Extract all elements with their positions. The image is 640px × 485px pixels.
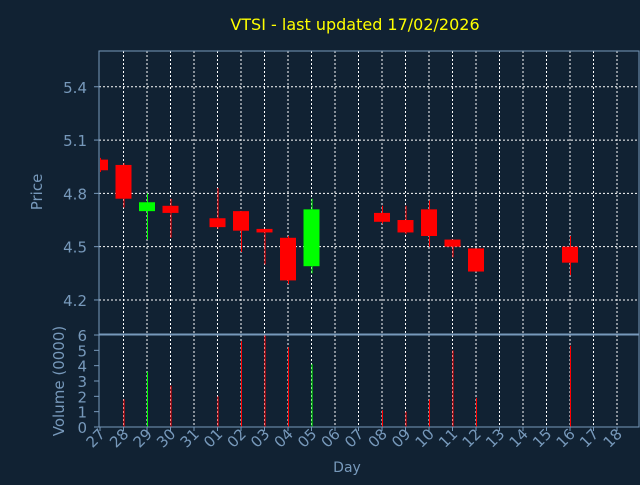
x-tick-label: 03 <box>247 425 273 451</box>
x-tick-label: 05 <box>294 425 320 451</box>
x-tick-label: 31 <box>177 425 203 451</box>
x-tick-label: 13 <box>482 425 508 451</box>
candle-down <box>374 212 390 222</box>
volume-bars <box>123 335 571 427</box>
x-tick-label: 09 <box>388 425 414 451</box>
candle-down <box>162 205 179 213</box>
x-tick-label: 18 <box>600 425 626 451</box>
x-tick-label: 04 <box>271 425 297 451</box>
volume-tick-label: 0 <box>77 419 87 437</box>
candle-down <box>100 159 108 171</box>
x-tick-label: 28 <box>106 425 132 451</box>
x-tick-label: 01 <box>200 425 226 451</box>
candle-down <box>209 218 226 228</box>
candle-down <box>562 246 578 263</box>
volume-tick-label: 3 <box>77 373 87 391</box>
x-tick-label: 10 <box>412 425 438 451</box>
volume-tick-label: 4 <box>77 358 87 376</box>
x-tick-label: 17 <box>576 425 602 451</box>
x-axis-label: Day <box>333 460 361 476</box>
volume-tick-label: 2 <box>77 388 87 406</box>
candle-down <box>115 164 132 199</box>
candle-down <box>256 228 273 233</box>
price-tick-label: 5.4 <box>63 79 87 97</box>
x-tick-label: 02 <box>224 425 250 451</box>
volume-tick-label: 5 <box>77 342 87 360</box>
candles <box>100 157 578 284</box>
x-tick-label: 11 <box>435 425 461 451</box>
price-tick-label: 5.1 <box>63 132 87 150</box>
candle-up <box>303 209 320 267</box>
price-tick-label: 4.2 <box>63 292 87 310</box>
x-axis: 2728293031010203040506070809101112131415… <box>83 425 626 451</box>
x-tick-label: 30 <box>153 425 179 451</box>
volume-grid <box>123 335 618 427</box>
x-tick-label: 06 <box>318 425 344 451</box>
price-tick-label: 4.5 <box>63 239 87 257</box>
volume-axis-label: Volume (0000) <box>50 326 68 436</box>
candle-down <box>421 209 437 237</box>
price-grid <box>99 51 639 334</box>
x-tick-label: 16 <box>553 425 579 451</box>
y-axis-label: Price <box>28 174 46 211</box>
chart-title: VTSI - last updated 17/02/2026 <box>230 15 479 34</box>
candle-down <box>444 239 461 247</box>
x-tick-label: 15 <box>529 425 555 451</box>
price-panel-frame <box>98 50 640 335</box>
price-tick-label: 4.8 <box>63 185 87 203</box>
candle-up <box>139 202 155 212</box>
volume-tick-label: 1 <box>77 404 87 422</box>
candle-down <box>233 211 249 231</box>
x-tick-label: 07 <box>341 425 367 451</box>
volume-panel-frame <box>98 334 640 428</box>
candle-down <box>397 220 414 233</box>
price-axis: 5.4 5.1 4.8 4.5 4.2 <box>63 79 99 310</box>
candle-down <box>280 237 296 281</box>
x-tick-label: 12 <box>459 425 485 451</box>
volume-tick-label: 6 <box>77 327 87 345</box>
x-tick-label: 29 <box>130 425 156 451</box>
x-tick-label: 08 <box>365 425 391 451</box>
candle-down <box>468 248 484 272</box>
x-tick-label: 14 <box>506 425 532 451</box>
